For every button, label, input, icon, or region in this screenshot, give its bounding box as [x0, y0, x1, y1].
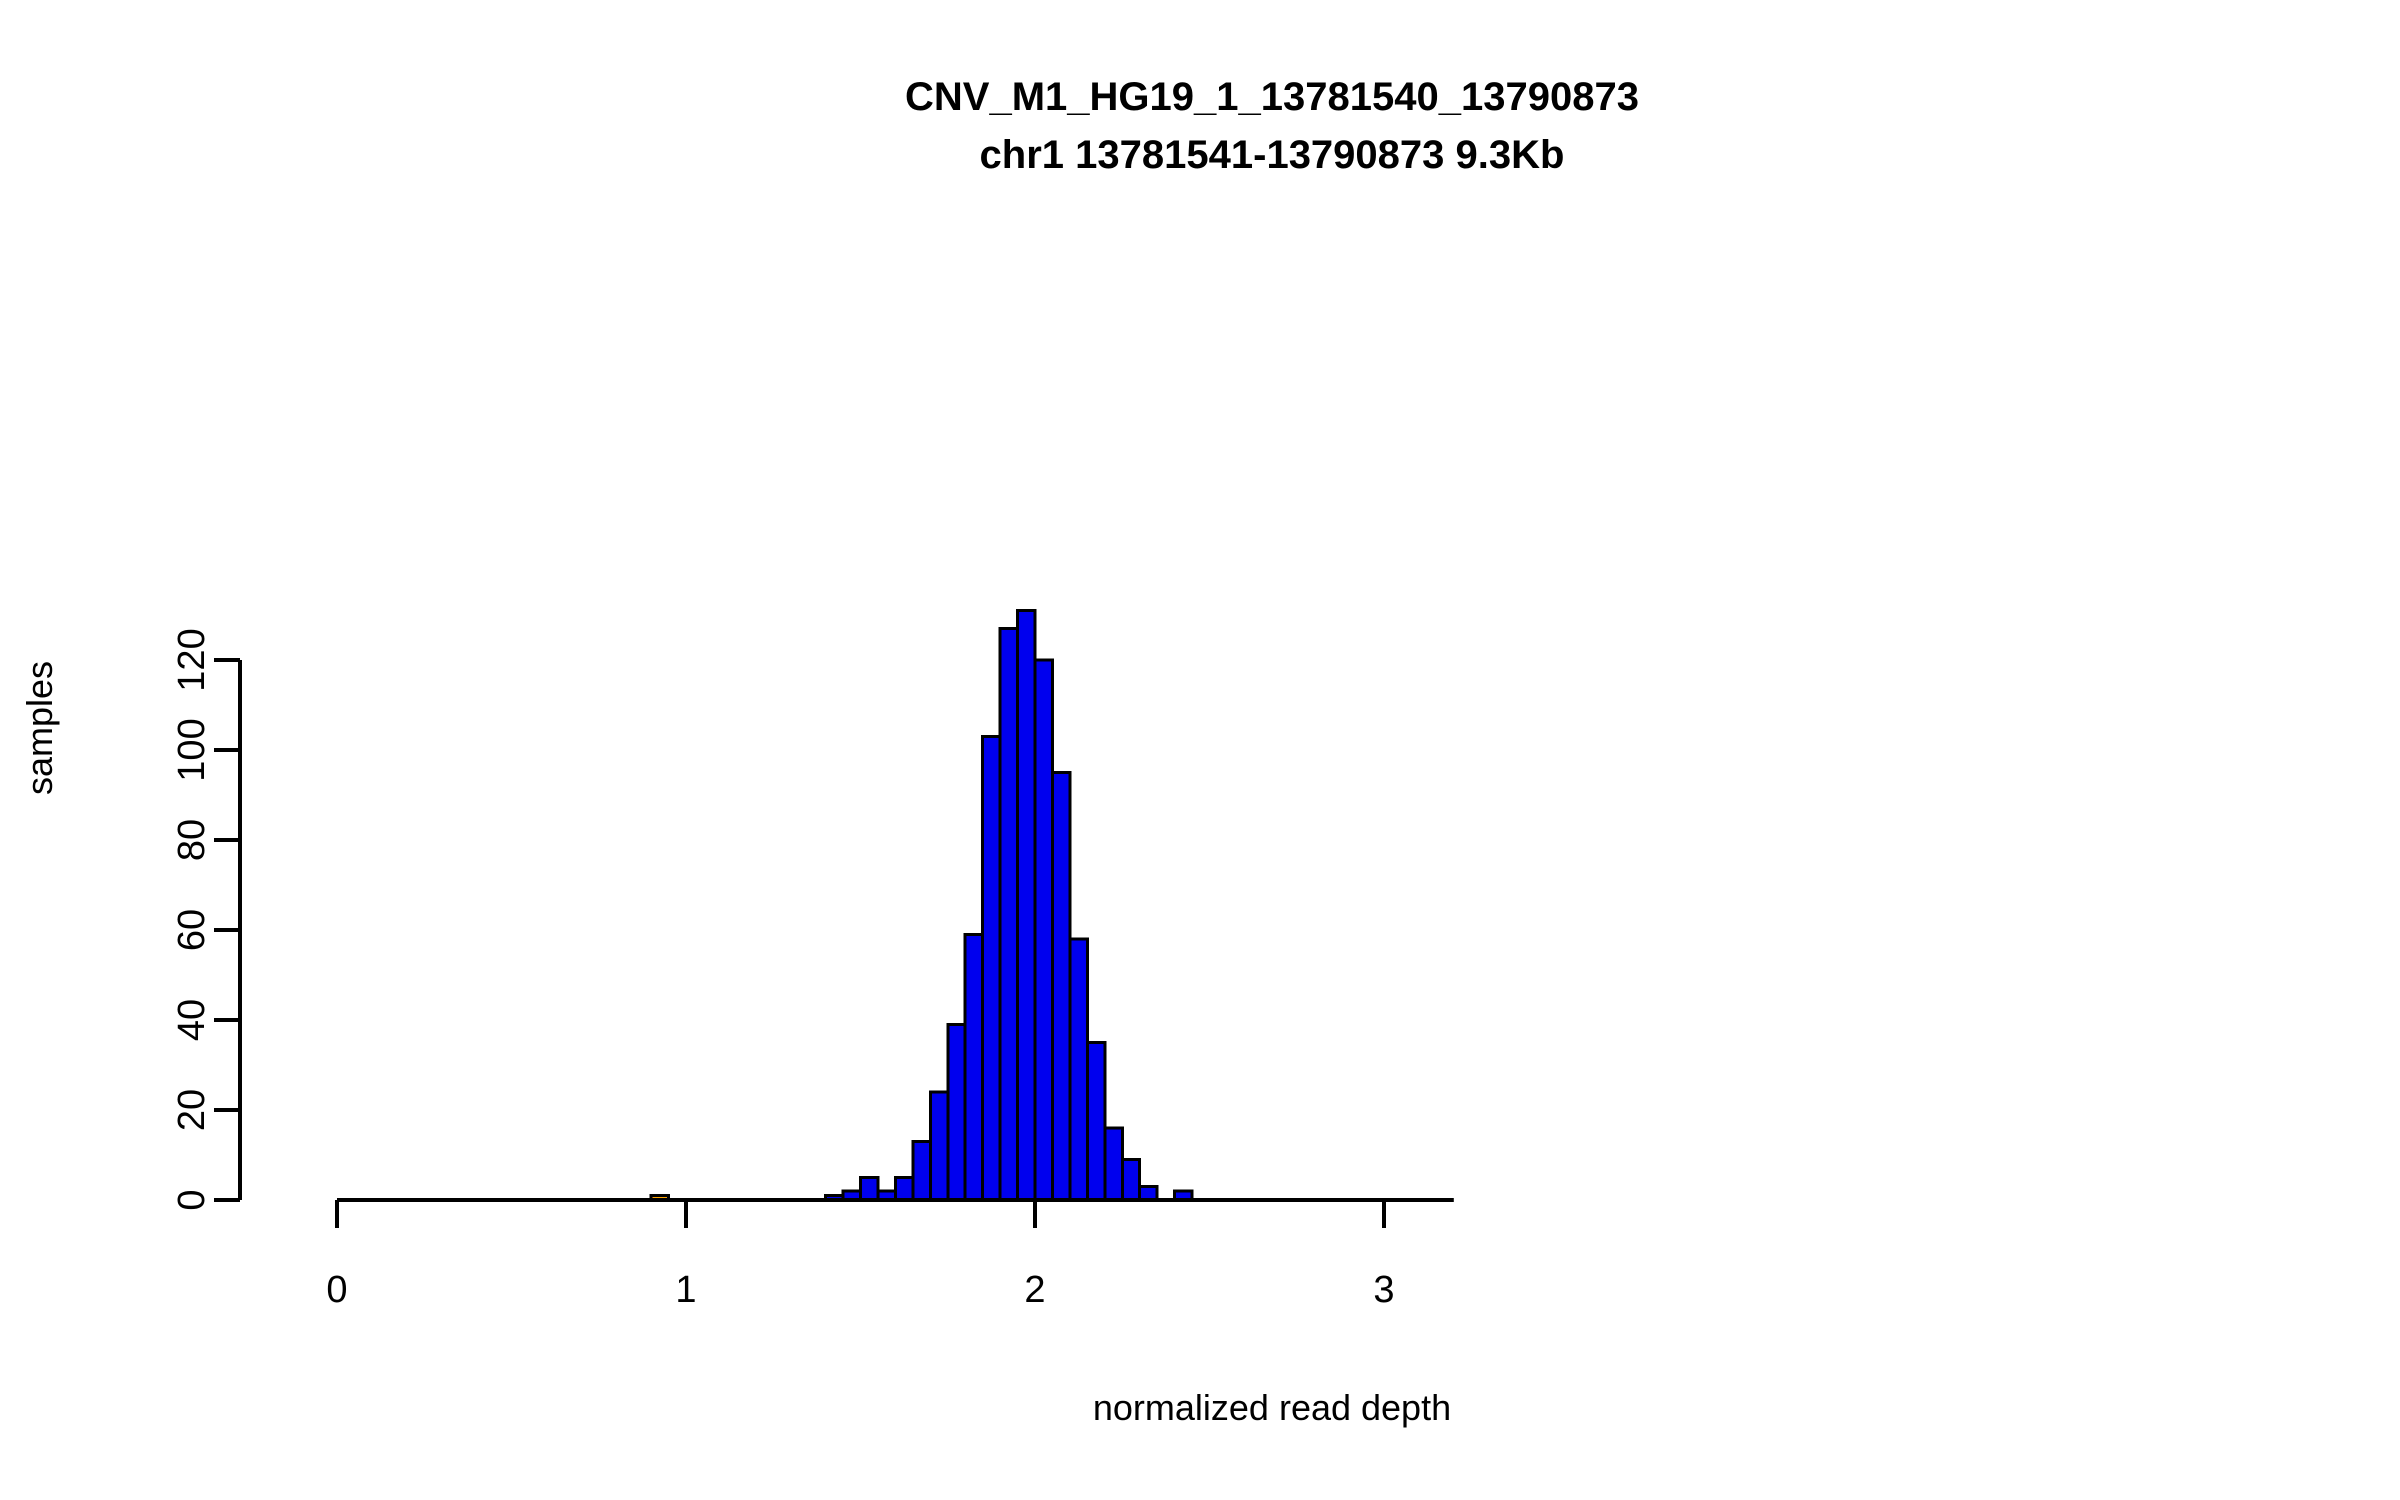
- histogram-bar: [928, 1090, 950, 1202]
- histogram-bar: [1120, 1158, 1142, 1202]
- x-axis: 0 1 2 3: [326, 1198, 1454, 1311]
- histogram-bar: [981, 735, 1002, 1202]
- histogram-bar: [1068, 937, 1089, 1202]
- chart-title-line-1: CNV_M1_HG19_1_13781540_13790873: [905, 75, 1639, 119]
- histogram-bar: [1103, 1126, 1124, 1202]
- histogram-bar: [1138, 1185, 1159, 1202]
- x-axis-title: normalized read depth: [1093, 1387, 1451, 1428]
- y-axis-tick-label: 80: [171, 819, 213, 861]
- y-axis: 0 20 40 60 80 100 120: [171, 628, 242, 1211]
- y-axis-tick-label: 20: [171, 1089, 213, 1131]
- histogram-bar: [911, 1140, 932, 1202]
- y-axis-tick-label: 120: [171, 628, 213, 691]
- y-axis-tick-label: 100: [171, 718, 213, 781]
- y-axis-tick-label: 40: [171, 999, 213, 1041]
- chart-title-line-2: chr1 13781541-13790873 9.3Kb: [980, 133, 1565, 177]
- histogram-bar: [1016, 609, 1037, 1202]
- y-axis-tick-label: 0: [171, 1189, 213, 1210]
- x-axis-tick-label: 3: [1373, 1269, 1394, 1311]
- y-axis-tick-label: 60: [171, 909, 213, 951]
- histogram-bar: [1085, 1041, 1107, 1202]
- x-axis-tick-label: 2: [1024, 1269, 1045, 1311]
- x-axis-tick-label: 1: [675, 1269, 696, 1311]
- histogram-bar: [859, 1176, 880, 1202]
- histogram-bars: [649, 609, 1194, 1202]
- histogram-bar: [946, 1023, 967, 1202]
- x-axis-tick-label: 0: [326, 1269, 347, 1311]
- y-axis-title: samples: [19, 661, 60, 795]
- histogram-bar: [1050, 771, 1072, 1202]
- histogram-bar: [963, 933, 985, 1202]
- histogram-bar: [1033, 658, 1054, 1202]
- histogram-bar: [893, 1176, 915, 1202]
- histogram-bar: [998, 627, 1020, 1202]
